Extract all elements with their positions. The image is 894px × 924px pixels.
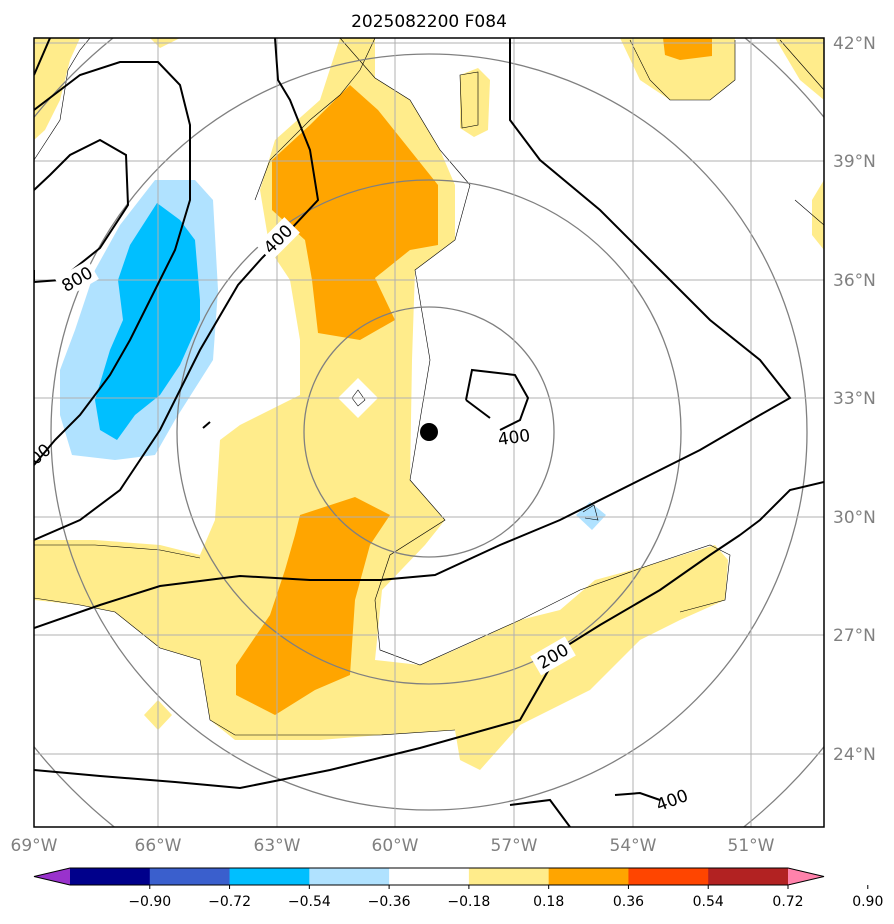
gridlines: [34, 38, 824, 827]
colorbar-segment: [70, 868, 151, 885]
contour-label-400-center: 400: [497, 426, 532, 450]
lat-tick-label: 33°N: [833, 389, 876, 409]
colorbar-tick-label: 0.72: [772, 894, 803, 910]
thick-contours: [34, 38, 824, 827]
yellow-region-northwest: [34, 38, 80, 140]
outline-east: [794, 199, 824, 226]
colorbar-segment: [389, 868, 470, 885]
yellow-region-far-northeast: [775, 38, 824, 100]
colorbar-tick-label: 0.36: [613, 894, 644, 910]
storm-center-marker: [420, 423, 438, 441]
yellow-region-east-edge: [812, 180, 824, 250]
outline-small-blue: [582, 504, 599, 521]
lon-tick-label: 66°W: [135, 836, 182, 856]
contour-400-center: [465, 368, 530, 431]
colorbar-segment: [309, 868, 390, 885]
contour-small-hook: [202, 421, 211, 429]
colorbar-segment: [229, 868, 310, 885]
lat-tick-label: 36°N: [833, 271, 876, 291]
range-ring-1: [303, 306, 555, 558]
lat-tick-label: 24°N: [833, 745, 876, 765]
colorbar-segment: [708, 868, 789, 885]
orange-region-north: [272, 85, 438, 340]
orange-region-northeast: [663, 38, 712, 60]
outline-small-north: [459, 71, 479, 129]
outline-northwest: [34, 38, 91, 161]
colorbar-extend-high: [788, 868, 824, 885]
label-bg-400-nw: [256, 217, 300, 261]
outline-far-northeast: [779, 39, 824, 91]
lon-tick-labels: 69°W 66°W 63°W 60°W 57°W 54°W 51°W: [11, 836, 775, 856]
contour-nw-corner: [34, 38, 51, 76]
contour-400-south: [509, 791, 661, 827]
label-bg-800: [55, 259, 99, 299]
map-frame: [33, 37, 825, 828]
outline-band-west: [339, 38, 731, 666]
contour-800-outer: [34, 61, 191, 466]
lon-tick-label: 57°W: [491, 836, 538, 856]
yellow-region-small-north: [460, 68, 490, 137]
colorbar-segment: [468, 868, 550, 885]
lon-tick-label: 54°W: [610, 836, 657, 856]
colorbar-outline: [33, 867, 825, 886]
fill-outlines: [34, 38, 824, 736]
outline-band-west-top: [34, 544, 201, 559]
contour-400-east: [34, 38, 792, 629]
colorbar-tick-label: −0.90: [128, 894, 171, 910]
orange-region-south: [236, 497, 390, 715]
range-ring-3: [50, 53, 808, 811]
colorbar-segment: [548, 868, 629, 885]
contour-200: [34, 481, 824, 790]
yellow-region-main-band: [34, 38, 728, 770]
filled-contours: [34, 38, 824, 770]
outline-northeast: [629, 39, 736, 101]
lat-tick-label: 39°N: [833, 152, 876, 172]
colorbar-tick-label: 0.18: [533, 894, 564, 910]
colorbar: −0.90 −0.72 −0.54 −0.36 −0.18 0.18 0.36 0.54 0.7…: [33, 867, 883, 910]
colorbar-segment: [628, 868, 709, 885]
lat-tick-label: 42°N: [833, 34, 876, 54]
colorbar-tick-label: 0.90: [852, 894, 883, 910]
lat-tick-label: 27°N: [833, 626, 876, 646]
colorbar-tick-label: −0.54: [288, 894, 331, 910]
lon-tick-label: 51°W: [728, 836, 775, 856]
outline-north: [254, 38, 376, 201]
lon-tick-label: 69°W: [11, 836, 58, 856]
colorbar-tick-label: −0.36: [368, 894, 411, 910]
colorbar-segment: [149, 868, 231, 885]
lat-tick-label: 30°N: [833, 508, 876, 528]
label-bg-200: [530, 636, 576, 676]
colorbar-tick-label: −0.18: [447, 894, 490, 910]
cyan-region-west: [95, 203, 200, 440]
colorbar-tick-label: 0.54: [693, 894, 724, 910]
lat-tick-labels: 42°N 39°N 36°N 33°N 30°N 27°N 24°N: [833, 34, 876, 765]
lightblue-region-small-east: [576, 502, 606, 530]
colorbar-tick-label: −0.72: [208, 894, 251, 910]
lon-tick-label: 60°W: [372, 836, 419, 856]
contour-800: [34, 138, 130, 284]
lon-tick-label: 63°W: [254, 836, 301, 856]
outline-band-south: [34, 597, 456, 736]
contour-400-west: [34, 38, 320, 541]
colorbar-extend-low: [34, 868, 70, 885]
range-ring-2: [176, 179, 682, 685]
outline-diamond: [351, 389, 366, 407]
chart-title: 2025082200 F084: [351, 12, 507, 32]
contour-label-400-south: 400: [654, 786, 691, 816]
